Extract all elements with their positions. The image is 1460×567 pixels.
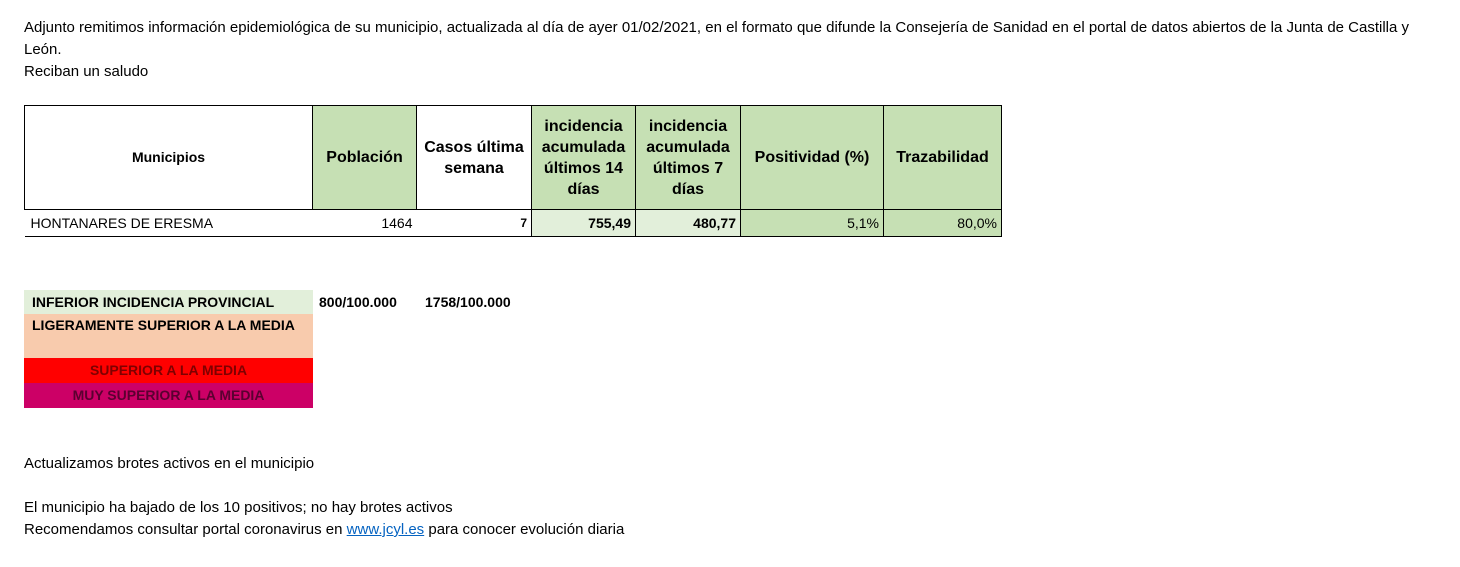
legend-muy-superior: MUY SUPERIOR A LA MEDIA xyxy=(24,383,313,408)
header-municipios: Municipios xyxy=(24,105,313,210)
table-header-row: Municipios Población Casos última semana… xyxy=(24,105,1002,210)
cell-ia14: 755,49 xyxy=(531,209,636,237)
header-trazabilidad: Trazabilidad xyxy=(883,105,1002,210)
table-row: HONTANARES DE ERESMA 1464 7 755,49 480,7… xyxy=(24,209,1002,237)
header-ia14: incidencia acumulada últimos 14 días xyxy=(531,105,636,210)
legend-superior: SUPERIOR A LA MEDIA xyxy=(24,358,313,383)
legend-ligeramente-superior: LIGERAMENTE SUPERIOR A LA MEDIA xyxy=(24,314,313,358)
threshold-1: 800/100.000 xyxy=(319,294,397,310)
intro-line: Adjunto remitimos información epidemioló… xyxy=(24,19,1410,58)
cell-municipio: HONTANARES DE ERESMA xyxy=(24,209,313,237)
cell-positividad: 5,1% xyxy=(740,209,884,237)
header-ia7: incidencia acumulada últimos 7 días xyxy=(635,105,741,210)
jcyl-link[interactable]: www.jcyl.es xyxy=(346,521,425,538)
header-poblacion: Población xyxy=(312,105,417,210)
threshold-2: 1758/100.000 xyxy=(425,294,511,310)
cell-casos: 7 xyxy=(416,209,532,237)
recommendation-prefix: Recomendamos consultar portal coronaviru… xyxy=(24,521,347,538)
recommendation-text: Recomendamos consultar portal coronaviru… xyxy=(24,519,624,541)
brotes-text: Actualizamos brotes activos en el munici… xyxy=(24,455,315,472)
epidemiology-table: Municipios Población Casos última semana… xyxy=(24,105,1002,237)
legend-inferior: INFERIOR INCIDENCIA PROVINCIAL xyxy=(24,290,313,314)
header-casos: Casos última semana xyxy=(416,105,532,210)
recommendation-suffix: para conocer evolución diaria xyxy=(424,521,625,538)
cell-poblacion: 1464 xyxy=(312,209,417,237)
greeting-line: Reciban un saludo xyxy=(24,63,149,80)
intro-text: Adjunto remitimos información epidemioló… xyxy=(24,17,1449,83)
header-positividad: Positividad (%) xyxy=(740,105,884,210)
cell-trazabilidad: 80,0% xyxy=(883,209,1002,237)
cell-ia7: 480,77 xyxy=(635,209,741,237)
bajado-text: El municipio ha bajado de los 10 positiv… xyxy=(24,499,453,516)
